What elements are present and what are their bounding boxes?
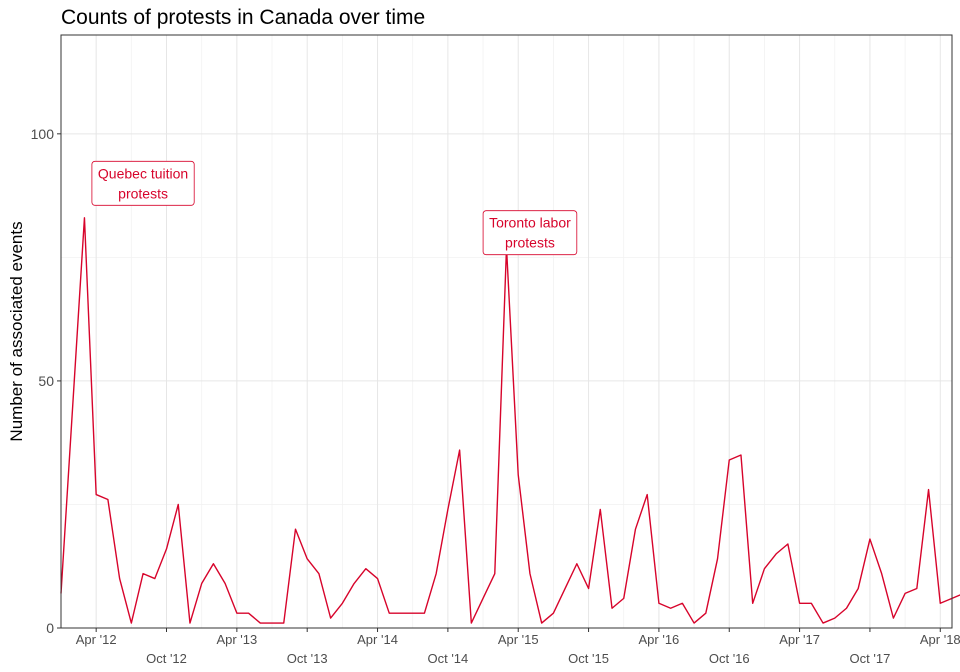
annotation-box [91, 160, 195, 206]
x-tick-label: Oct '16 [709, 651, 750, 666]
chart-title: Counts of protests in Canada over time [61, 6, 425, 29]
series-line [60, 217, 960, 624]
x-tick-label: Apr '17 [779, 632, 820, 647]
major-gridlines [61, 35, 952, 629]
annotation-text: Toronto labor [489, 215, 571, 231]
annotations: Quebec tuition protests Toronto labor prote… [91, 160, 578, 256]
y-tick-label: 50 [38, 373, 54, 389]
x-tick-label: Apr '13 [216, 632, 257, 647]
annotation-text: Quebec tuition [98, 165, 188, 181]
y-axis: 0 50 100 [31, 126, 61, 636]
x-tick-label: Apr '16 [639, 632, 680, 647]
x-tick-label: Apr '14 [357, 632, 398, 647]
y-axis-label: Number of associated events [7, 221, 26, 441]
annotation-box [482, 210, 578, 256]
annotation-text: protests [118, 185, 168, 201]
y-tick-label: 0 [46, 620, 54, 636]
x-tick-label: Oct '15 [568, 651, 609, 666]
y-tick-label: 100 [31, 126, 55, 142]
annotation-text: protests [505, 235, 555, 251]
x-tick-label: Oct '17 [850, 651, 891, 666]
x-tick-label: Apr '18 [920, 632, 960, 647]
annotation-label: Quebec tuition protests [91, 160, 195, 206]
x-axis: Apr '12 Oct '12 Apr '13 Oct '13 Apr '14 Oct '… [76, 628, 960, 666]
annotation-label: Toronto labor protests [482, 210, 578, 256]
panel-border [60, 34, 953, 629]
x-tick-label: Apr '12 [76, 632, 117, 647]
x-tick-label: Oct '13 [287, 651, 328, 666]
panel-background [61, 35, 952, 628]
x-tick-label: Oct '12 [146, 651, 187, 666]
x-tick-label: Oct '14 [427, 651, 468, 666]
x-tick-label: Apr '15 [498, 632, 539, 647]
panel: Quebec tuition protests Toronto labor prote… [60, 34, 960, 629]
